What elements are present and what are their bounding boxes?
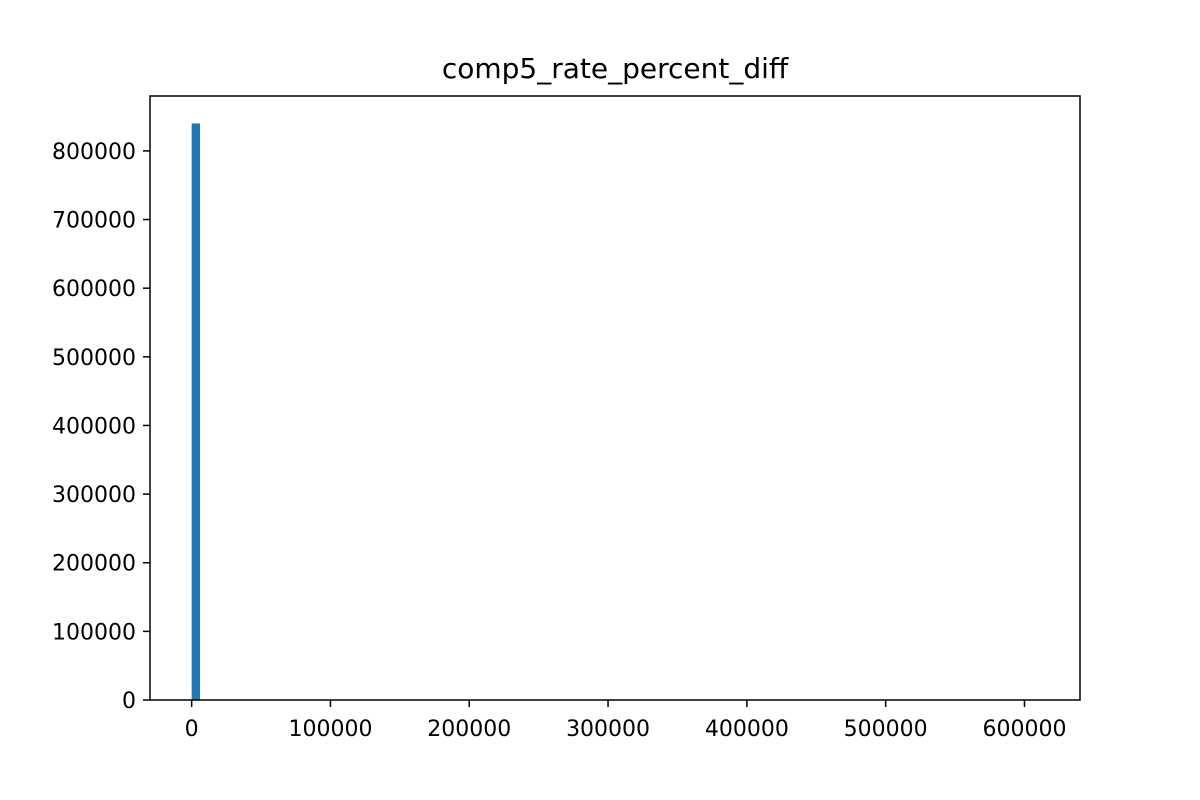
y-tick-label: 200000 xyxy=(52,552,136,577)
x-axis: 0 100000 200000 300000 400000 500000 600000 xyxy=(185,700,1066,742)
y-tick-label: 100000 xyxy=(52,620,136,645)
y-tick-label: 300000 xyxy=(52,483,136,508)
x-tick-label: 100000 xyxy=(288,717,372,742)
histogram-bar xyxy=(191,123,200,701)
x-tick-label: 300000 xyxy=(566,717,650,742)
x-tick-label: 600000 xyxy=(982,717,1066,742)
y-tick-label: 700000 xyxy=(52,209,136,234)
y-tick-label: 600000 xyxy=(52,277,136,302)
plot-frame xyxy=(149,95,1081,701)
y-tick-label: 800000 xyxy=(52,140,136,165)
y-tick-label: 0 xyxy=(122,689,136,714)
x-tick-label: 500000 xyxy=(844,717,928,742)
x-tick-label: 200000 xyxy=(427,717,511,742)
y-tick-label: 500000 xyxy=(52,346,136,371)
chart-title: comp5_rate_percent_diff xyxy=(442,52,789,85)
y-tick-label: 400000 xyxy=(52,414,136,439)
y-axis: 0 100000 200000 300000 400000 500000 600000 700… xyxy=(52,140,150,714)
x-tick-label: 0 xyxy=(185,717,199,742)
x-tick-label: 400000 xyxy=(705,717,789,742)
bars-layer xyxy=(191,123,200,701)
